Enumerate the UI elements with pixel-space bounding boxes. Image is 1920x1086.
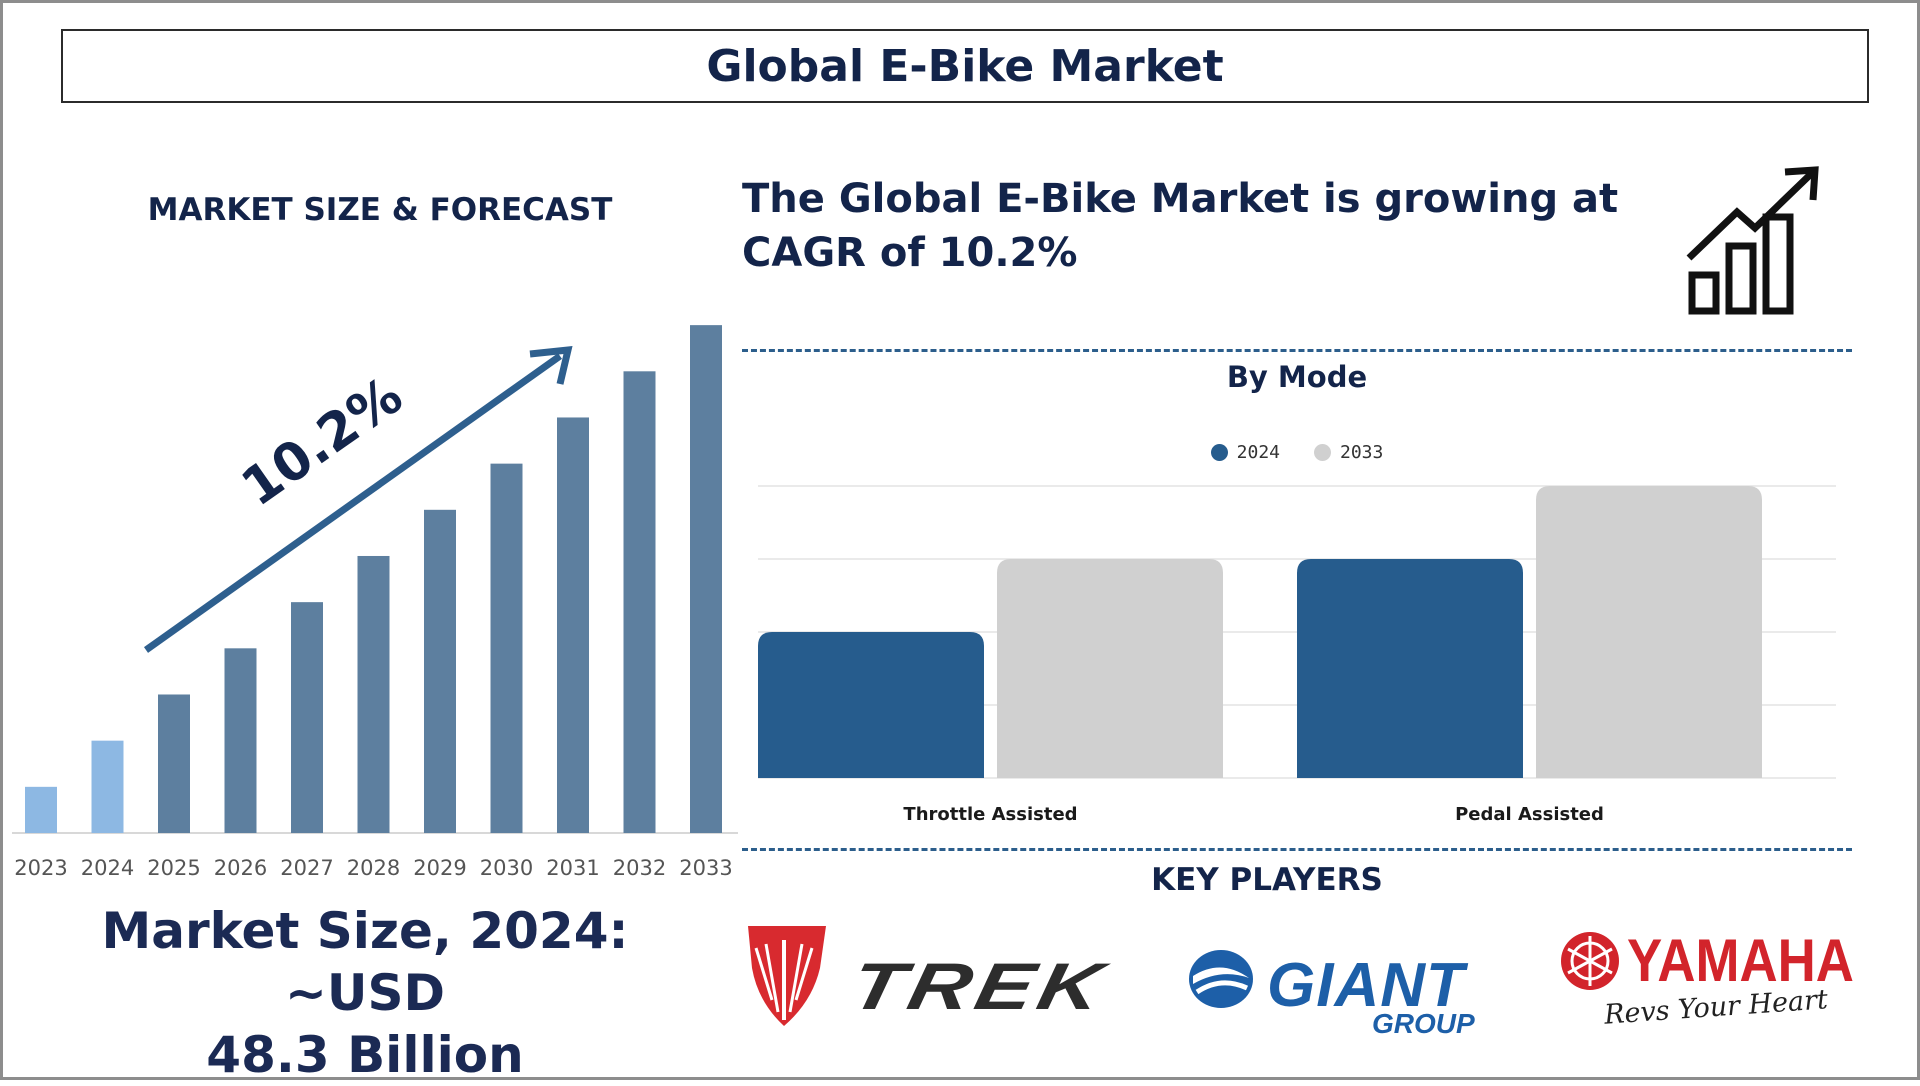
- cagr-statement: The Global E-Bike Market is growing at C…: [742, 172, 1622, 280]
- growth-chart-icon: [1686, 166, 1819, 315]
- x-tick-label: 2023: [14, 856, 67, 880]
- by-mode-title: By Mode: [1226, 360, 1368, 394]
- yamaha-logo: YAMAHA: [1627, 927, 1854, 994]
- bar-2024: [91, 740, 124, 833]
- bar-2028: [357, 555, 390, 833]
- legend-label-2024: 2024: [1236, 442, 1280, 463]
- x-tick-label: 2031: [546, 856, 599, 880]
- section-divider-top: [742, 349, 1852, 352]
- bar-pedal-assisted-2024: [1297, 559, 1523, 778]
- market-size-chart: 2023 2024 2025 2026 2027 2028 2029 2030 2031 2032…: [12, 325, 738, 880]
- x-tick-label: 2026: [214, 856, 267, 880]
- market-size-heading: MARKET SIZE & FORECAST: [147, 192, 613, 228]
- bar-2023: [25, 786, 57, 833]
- giant-group-label: GROUP: [1372, 1008, 1475, 1039]
- x-tick-label: 2027: [280, 856, 333, 880]
- bar-2031: [557, 417, 589, 833]
- x-tick-label: 2028: [347, 856, 400, 880]
- bar-2030: [490, 463, 523, 833]
- market-size-text: Market Size, 2024: ~USD 48.3 Billion: [15, 900, 715, 1086]
- growth-arrow-line: [143, 353, 563, 653]
- bar-pedal-assisted-2033: [1536, 486, 1762, 778]
- trek-logo: TREK: [844, 949, 1115, 1023]
- cagr-annotation: 10.2%: [231, 366, 413, 519]
- growth-arrow-head: [529, 346, 573, 385]
- bar-2025: [158, 694, 190, 833]
- bar-throttle-assisted-2024: [758, 632, 984, 778]
- bar-2029: [424, 509, 456, 833]
- chart-legend: 2024 2033: [742, 442, 1852, 463]
- bar-2026: [224, 648, 257, 833]
- legend-dot-2033: [1314, 444, 1331, 461]
- giant-globe-icon: [1189, 950, 1253, 1008]
- legend-item-2024: 2024: [1210, 442, 1280, 463]
- bar-2033: [690, 325, 722, 833]
- key-players-logos: TREK GIANT GROUP YAMAHA Revs Your Heart: [742, 920, 1862, 1040]
- x-tick-label: 2024: [81, 856, 134, 880]
- x-tick-label: 2030: [480, 856, 533, 880]
- category-label: Pedal Assisted: [1455, 804, 1604, 825]
- bar-throttle-assisted-2033: [997, 559, 1223, 778]
- yamaha-emblem-icon: [1561, 932, 1619, 990]
- page-title: Global E-Bike Market: [706, 40, 1224, 92]
- by-mode-chart: Throttle Assisted Pedal Assisted: [758, 485, 1836, 825]
- bar-2027: [291, 602, 323, 833]
- legend-label-2033: 2033: [1340, 442, 1384, 463]
- key-players-heading: KEY PLAYERS: [1151, 862, 1383, 898]
- trek-shield-logo: [748, 926, 826, 1026]
- title-box: Global E-Bike Market: [61, 29, 1869, 103]
- market-size-line-2: 48.3 Billion: [206, 1026, 524, 1084]
- bar-2032: [623, 371, 656, 833]
- x-tick-label: 2025: [147, 856, 200, 880]
- x-tick-label: 2032: [613, 856, 666, 880]
- x-tick-label: 2029: [413, 856, 466, 880]
- giant-logo: GIANT: [1267, 951, 1465, 1020]
- x-tick-label: 2033: [679, 856, 732, 880]
- section-divider-bottom: [742, 848, 1852, 851]
- legend-item-2033: 2033: [1314, 442, 1383, 463]
- category-label: Throttle Assisted: [903, 804, 1077, 825]
- cagr-line-1: The Global E-Bike Market is growing at: [742, 176, 1619, 222]
- legend-dot-2024: [1210, 444, 1228, 461]
- market-size-line-1: Market Size, 2024: ~USD: [101, 902, 629, 1022]
- cagr-line-2: CAGR of 10.2%: [742, 230, 1078, 276]
